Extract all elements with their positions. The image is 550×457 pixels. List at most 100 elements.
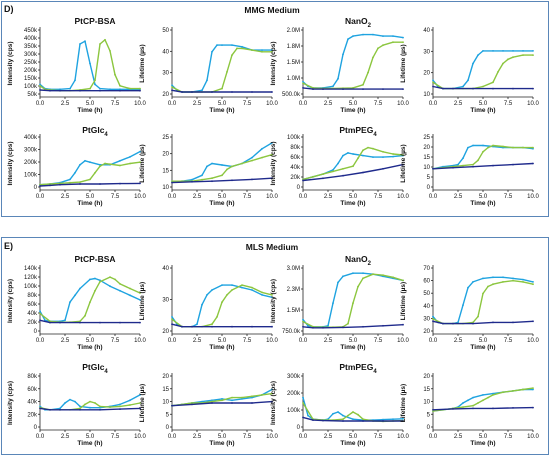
data-point: [79, 405, 81, 408]
y-tick-label: 20: [423, 374, 430, 380]
x-tick-label: 0.0: [429, 101, 438, 107]
subplot-e-1-2: PtmPEG4 0.0 2.5 5.0 7.5 10.0 0 100k 200k 300k Time…: [270, 362, 409, 447]
data-point: [119, 408, 121, 410]
data-point: [362, 325, 364, 328]
subplot-d-0-3: 0.0 2.5 5.0 7.5 10.0 10 20 30 40 Time (h) Lifetime…: [400, 27, 539, 114]
data-point: [89, 406, 91, 409]
data-point: [201, 303, 203, 306]
y-tick-label: 300k: [24, 148, 38, 154]
x-axis-label: Time (h): [470, 200, 495, 207]
data-point: [452, 87, 454, 90]
x-tick-label: 10.0: [134, 194, 146, 200]
data-point: [462, 402, 464, 404]
data-point: [482, 399, 484, 402]
x-tick-label: 0.0: [36, 101, 45, 107]
subplot-title: PtmPEG4: [339, 125, 377, 138]
data-point: [261, 291, 263, 294]
data-point: [49, 183, 51, 185]
data-point: [432, 167, 434, 170]
data-point: [261, 50, 263, 53]
data-point: [352, 153, 354, 155]
series-line: [171, 400, 273, 407]
data-point: [271, 50, 273, 53]
data-point: [119, 321, 121, 324]
x-tick-label: 0.0: [36, 194, 45, 200]
y-tick-label: 0: [297, 425, 301, 431]
data-point: [79, 320, 81, 323]
x-tick-label: 5.0: [479, 101, 488, 107]
x-tick-label: 10.0: [397, 101, 409, 107]
data-point: [472, 165, 474, 168]
data-point: [271, 153, 273, 156]
data-point: [139, 150, 141, 153]
subplot-title: PtCP-BSA: [74, 254, 115, 264]
data-point: [457, 321, 459, 324]
data-point: [442, 322, 444, 325]
series-2: [171, 177, 273, 184]
data-point: [312, 88, 314, 90]
subplot-title: PtGlc4: [82, 362, 108, 375]
data-point: [139, 182, 141, 185]
subplot-title-subscript: 4: [104, 132, 108, 138]
data-point: [139, 321, 141, 324]
y-tick-label: 40k: [290, 165, 301, 171]
data-point: [492, 394, 494, 396]
data-point: [432, 320, 434, 323]
data-point: [372, 156, 374, 159]
x-tick-label: 0.0: [299, 101, 308, 107]
x-tick-label: 2.5: [324, 338, 333, 344]
subplot-d-1-1: 0.0 2.5 5.0 7.5 10.0 10 15 20 25 Time (h) Lifetime…: [139, 134, 278, 207]
y-tick-label: 50: [162, 28, 169, 34]
series-line: [39, 89, 140, 92]
data-point: [477, 402, 479, 404]
data-point: [502, 276, 504, 279]
data-point: [357, 413, 359, 416]
x-tick-label: 5.0: [349, 338, 358, 344]
x-tick-label: 10.0: [134, 101, 146, 107]
data-point: [231, 402, 233, 404]
data-point: [402, 279, 404, 282]
data-point: [522, 146, 524, 149]
data-point: [201, 178, 203, 181]
data-point: [492, 164, 494, 167]
data-point: [39, 183, 41, 186]
data-point: [482, 144, 484, 147]
data-point: [251, 286, 253, 289]
data-point: [332, 302, 334, 304]
x-tick-label: 2.5: [193, 194, 202, 200]
data-point: [74, 79, 76, 82]
data-point: [251, 159, 253, 162]
data-point: [39, 84, 41, 87]
data-point: [352, 272, 354, 275]
y-tick-label: 0: [34, 329, 38, 335]
x-tick-label: 10.0: [527, 434, 539, 440]
data-point: [522, 388, 524, 391]
y-tick-label: 1.8M: [287, 44, 300, 50]
y-tick-label: 20k: [27, 320, 38, 326]
data-point: [392, 153, 394, 155]
data-point: [241, 284, 243, 286]
data-point: [512, 277, 514, 280]
data-point: [39, 405, 41, 408]
data-point: [477, 54, 479, 56]
data-point: [99, 321, 101, 324]
data-point: [522, 54, 524, 56]
data-point: [39, 83, 41, 86]
data-point: [236, 47, 238, 50]
data-point: [109, 285, 111, 288]
data-point: [196, 323, 198, 326]
data-point: [352, 87, 354, 89]
data-point: [342, 174, 344, 177]
panel-e-title: MLS Medium: [246, 242, 299, 252]
x-tick-label: 5.0: [479, 338, 488, 344]
x-tick-label: 7.5: [111, 338, 120, 344]
y-tick-label: 20: [162, 92, 169, 98]
data-point: [532, 281, 534, 283]
data-point: [487, 285, 489, 288]
x-axis-label: Time (h): [77, 107, 102, 114]
y-tick-label: 40: [162, 266, 169, 272]
data-point: [251, 156, 253, 159]
data-point: [221, 301, 223, 304]
data-point: [347, 152, 349, 154]
data-point: [307, 414, 309, 417]
